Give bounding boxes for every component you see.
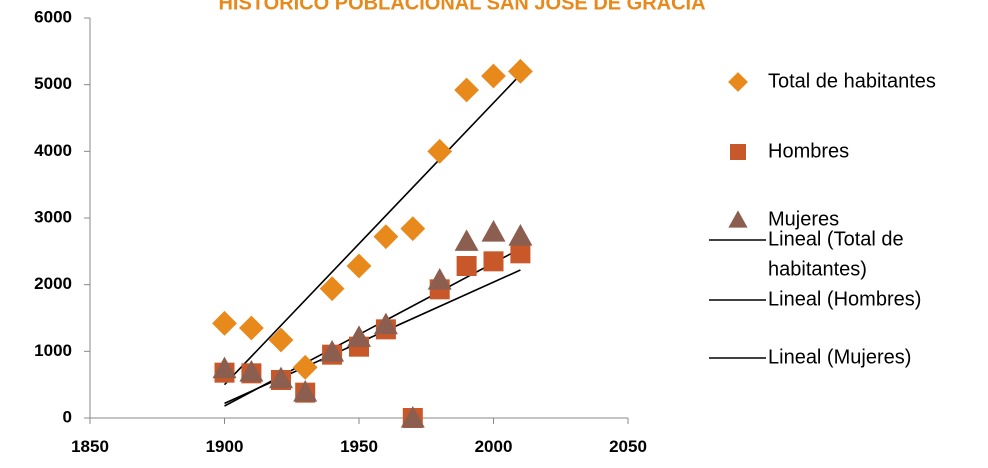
- point-diamond-0: [346, 253, 372, 279]
- point-diamond-0: [373, 224, 399, 250]
- point-diamond-0: [481, 63, 506, 89]
- legend-marker-2: [728, 210, 748, 228]
- legend-marker-0: [728, 72, 748, 92]
- x-tick-label: 2050: [609, 437, 647, 456]
- legend-label-0: Total de habitantes: [768, 70, 936, 92]
- point-diamond-0: [400, 216, 426, 242]
- trendlines: [223, 74, 521, 407]
- axes: 0 1000 2000 3000 4000 5000 6000 1850 1900 1950 200…: [34, 7, 647, 456]
- point-square-1: [510, 243, 531, 264]
- point-triangle-2: [293, 380, 318, 402]
- point-triangle-2: [400, 406, 425, 428]
- chart-title: HISTORICO POBLACIONAL SAN JOSE DE GRACIA: [218, 0, 705, 14]
- point-triangle-2: [373, 312, 398, 335]
- legend-label-trend-0: Lineal (Total de: [768, 228, 904, 250]
- point-triangle-2: [268, 366, 293, 389]
- x-tick-label: 1850: [71, 437, 109, 456]
- y-tick-label: 0: [63, 407, 72, 426]
- point-triangle-2: [454, 229, 479, 251]
- x-tick-label: 1900: [206, 437, 244, 456]
- point-diamond-0: [212, 310, 237, 336]
- point-diamond-0: [427, 138, 453, 164]
- legend-marker-1: [730, 144, 746, 160]
- legend-label-trend-2: Lineal (Mujeres): [768, 346, 911, 368]
- point-diamond-0: [239, 315, 264, 341]
- y-tick-label: 2000: [34, 274, 72, 293]
- point-square-1: [456, 256, 477, 276]
- point-triangle-2: [427, 268, 452, 290]
- y-tick-label: 3000: [34, 207, 72, 226]
- point-diamond-0: [292, 354, 318, 380]
- legend-label-trend-1: Lineal (Hombres): [768, 288, 921, 310]
- point-triangle-2: [508, 224, 533, 246]
- legend-label-2: Mujeres: [768, 208, 839, 230]
- y-tick-label: 1000: [34, 341, 72, 360]
- legend-label-1: Hombres: [768, 140, 849, 162]
- point-triangle-2: [347, 325, 371, 347]
- point-triangle-2: [212, 356, 237, 379]
- y-tick-label: 4000: [34, 141, 72, 160]
- point-diamond-0: [319, 276, 345, 302]
- point-diamond-0: [268, 327, 294, 353]
- point-triangle-2: [481, 220, 506, 242]
- point-square-1: [483, 251, 504, 272]
- legend: Total de habitantesHombresMujeresLineal …: [709, 70, 936, 368]
- point-diamond-0: [508, 58, 533, 84]
- point-triangle-2: [239, 360, 264, 382]
- x-tick-label: 1950: [340, 437, 378, 456]
- trendline-0: [223, 74, 521, 386]
- data-points: [212, 58, 533, 428]
- y-tick-label: 5000: [34, 74, 72, 93]
- legend-label-trend-0: habitantes): [768, 258, 867, 280]
- y-tick-label: 6000: [34, 7, 72, 26]
- point-triangle-2: [320, 340, 345, 362]
- x-tick-label: 2000: [475, 437, 513, 456]
- point-diamond-0: [454, 77, 479, 103]
- trendline-2: [224, 269, 521, 405]
